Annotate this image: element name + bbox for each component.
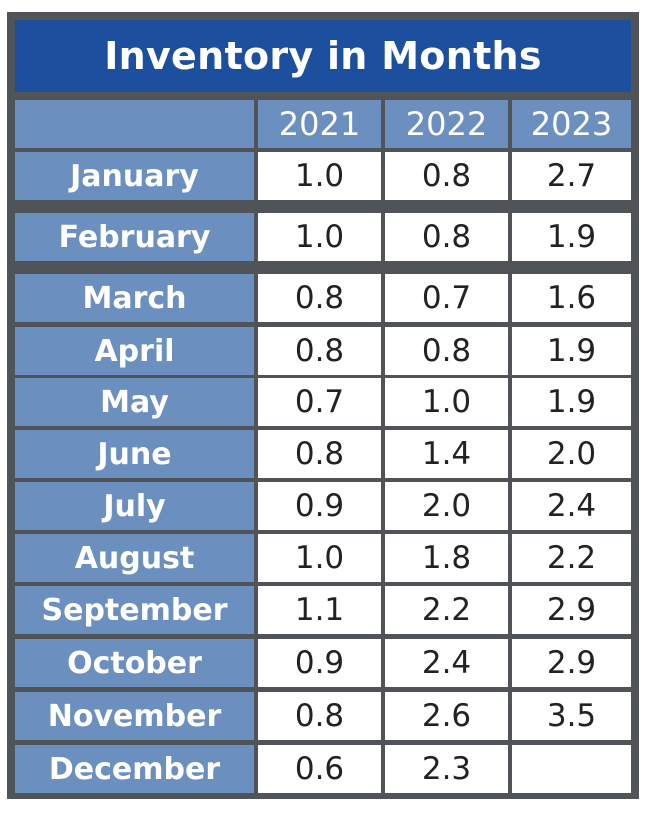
row-label-november: November — [15, 692, 254, 740]
value-cell: 1.6 — [512, 274, 631, 322]
table-title: Inventory in Months — [15, 20, 631, 92]
value-cell: 2.4 — [512, 482, 631, 530]
row-label-april: April — [15, 327, 254, 375]
value-cell: 1.9 — [512, 378, 631, 426]
value-cell: 2.6 — [385, 692, 508, 740]
value-cell: 2.3 — [385, 745, 508, 793]
row-label-february: February — [15, 213, 254, 261]
column-header-2023: 2023 — [512, 100, 631, 148]
row-label-october: October — [15, 639, 254, 687]
value-cell: 3.5 — [512, 692, 631, 740]
value-cell: 2.7 — [512, 152, 631, 200]
row-label-may: May — [15, 378, 254, 426]
row-label-january: January — [15, 152, 254, 200]
row-label-september: September — [15, 586, 254, 634]
value-cell: 1.0 — [258, 534, 381, 582]
row-label-june: June — [15, 430, 254, 478]
value-cell: 1.0 — [385, 378, 508, 426]
value-cell: 2.2 — [512, 534, 631, 582]
value-cell: 1.0 — [258, 152, 381, 200]
row-label-august: August — [15, 534, 254, 582]
value-cell: 0.8 — [385, 152, 508, 200]
value-cell: 0.9 — [258, 482, 381, 530]
value-cell: 1.4 — [385, 430, 508, 478]
value-cell: 0.6 — [258, 745, 381, 793]
value-cell: 0.7 — [385, 274, 508, 322]
value-cell: 1.1 — [258, 586, 381, 634]
value-cell: 2.4 — [385, 639, 508, 687]
value-cell: 0.7 — [258, 378, 381, 426]
value-cell — [512, 745, 631, 793]
column-header-2022: 2022 — [385, 100, 508, 148]
value-cell: 0.8 — [258, 327, 381, 375]
value-cell: 0.8 — [385, 213, 508, 261]
value-cell: 0.8 — [258, 274, 381, 322]
value-cell: 2.9 — [512, 639, 631, 687]
row-label-march: March — [15, 274, 254, 322]
value-cell: 2.9 — [512, 586, 631, 634]
value-cell: 2.0 — [512, 430, 631, 478]
value-cell: 0.9 — [258, 639, 381, 687]
value-cell: 0.8 — [258, 430, 381, 478]
value-cell: 1.9 — [512, 213, 631, 261]
value-cell: 0.8 — [385, 327, 508, 375]
value-cell: 1.0 — [258, 213, 381, 261]
column-header-2021: 2021 — [258, 100, 381, 148]
row-label-july: July — [15, 482, 254, 530]
value-cell: 2.0 — [385, 482, 508, 530]
value-cell: 1.8 — [385, 534, 508, 582]
value-cell: 1.9 — [512, 327, 631, 375]
value-cell: 2.2 — [385, 586, 508, 634]
row-label-december: December — [15, 745, 254, 793]
header-corner-cell — [15, 100, 254, 148]
value-cell: 0.8 — [258, 692, 381, 740]
